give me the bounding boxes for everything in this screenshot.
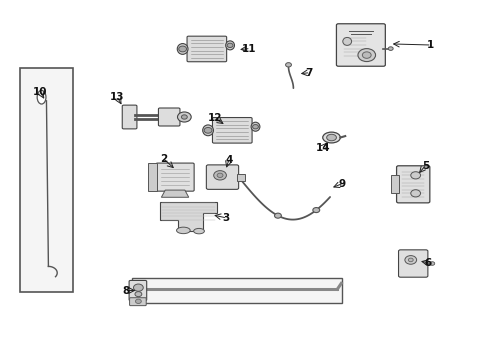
Text: 9: 9 <box>338 179 345 189</box>
FancyBboxPatch shape <box>396 166 429 203</box>
Circle shape <box>312 208 319 213</box>
FancyBboxPatch shape <box>212 117 252 143</box>
Circle shape <box>217 173 223 177</box>
FancyBboxPatch shape <box>129 280 146 301</box>
Ellipse shape <box>225 41 234 50</box>
Circle shape <box>252 125 258 129</box>
Circle shape <box>410 172 420 179</box>
FancyBboxPatch shape <box>158 108 180 126</box>
Circle shape <box>387 47 392 50</box>
Text: 2: 2 <box>160 154 167 164</box>
Text: 11: 11 <box>242 44 256 54</box>
Circle shape <box>407 258 412 262</box>
FancyBboxPatch shape <box>206 165 238 189</box>
Text: 4: 4 <box>224 155 232 165</box>
FancyBboxPatch shape <box>186 36 226 62</box>
FancyBboxPatch shape <box>336 24 385 66</box>
Circle shape <box>429 262 434 265</box>
Circle shape <box>357 49 375 62</box>
Text: 7: 7 <box>305 68 312 78</box>
FancyBboxPatch shape <box>398 250 427 277</box>
Circle shape <box>274 213 281 218</box>
FancyBboxPatch shape <box>122 105 137 129</box>
Circle shape <box>133 284 143 291</box>
Circle shape <box>177 112 191 122</box>
Ellipse shape <box>322 132 340 143</box>
Circle shape <box>179 46 186 52</box>
Text: 8: 8 <box>122 285 129 296</box>
Bar <box>147 163 157 191</box>
Polygon shape <box>161 190 188 197</box>
Text: 14: 14 <box>315 143 329 153</box>
Circle shape <box>135 292 142 297</box>
Circle shape <box>410 190 420 197</box>
Text: 6: 6 <box>424 258 431 268</box>
Bar <box>390 175 398 193</box>
Ellipse shape <box>37 90 46 104</box>
Circle shape <box>362 52 370 58</box>
Circle shape <box>181 115 187 119</box>
FancyBboxPatch shape <box>156 163 194 191</box>
Polygon shape <box>160 202 216 231</box>
Ellipse shape <box>177 44 187 54</box>
Text: 13: 13 <box>110 92 124 102</box>
Text: 3: 3 <box>222 213 229 223</box>
Text: 10: 10 <box>33 87 47 97</box>
FancyBboxPatch shape <box>129 298 146 306</box>
Bar <box>236 174 245 181</box>
Circle shape <box>213 171 226 180</box>
Bar <box>132 278 342 303</box>
Text: 1: 1 <box>426 40 433 50</box>
Ellipse shape <box>176 227 190 234</box>
Ellipse shape <box>251 122 260 131</box>
Circle shape <box>404 256 416 264</box>
Ellipse shape <box>326 134 336 141</box>
Circle shape <box>135 299 141 303</box>
Text: 5: 5 <box>421 161 428 171</box>
Circle shape <box>226 43 232 48</box>
Circle shape <box>204 127 212 133</box>
Bar <box>20 68 73 292</box>
Ellipse shape <box>202 125 213 136</box>
Text: 12: 12 <box>207 113 222 123</box>
Ellipse shape <box>342 37 351 45</box>
Circle shape <box>285 63 291 67</box>
Ellipse shape <box>193 228 204 234</box>
